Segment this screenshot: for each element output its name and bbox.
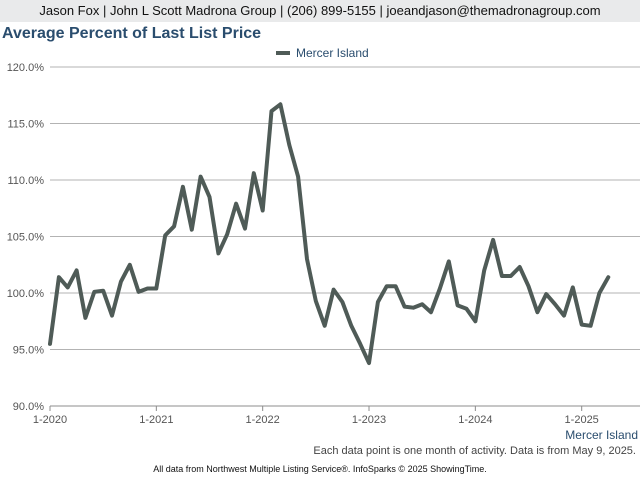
y-tick-label: 90.0% [13,401,44,413]
x-tick-label: 1-2021 [139,414,173,426]
data-credit: All data from Northwest Multiple Listing… [153,464,487,474]
y-tick-label: 100.0% [7,288,45,300]
y-tick-label: 110.0% [8,175,45,187]
x-tick-label: 1-2025 [565,414,599,426]
x-axis-label: Mercer Island [565,428,638,442]
x-tick-label: 1-2024 [458,414,492,426]
data-footnote: Each data point is one month of activity… [313,445,636,457]
y-tick-label: 120.0% [7,62,45,74]
y-tick-label: 95.0% [13,345,44,357]
y-tick-label: 105.0% [7,232,45,244]
legend: Mercer Island [276,46,369,60]
chart-title: Average Percent of Last List Price [2,25,262,42]
series-line-mercer-island [48,102,611,366]
legend-label: Mercer Island [296,46,369,60]
header-contact-bar: Jason Fox | John L Scott Madrona Group |… [0,0,640,22]
header-contact-text: Jason Fox | John L Scott Madrona Group |… [39,3,601,18]
legend-swatch [276,51,290,55]
x-tick-label: 1-2022 [246,414,280,426]
y-tick-label: 115.0% [8,119,45,131]
x-tick-label: 1-2023 [352,414,386,426]
x-tick-label: 1-2020 [33,414,67,426]
